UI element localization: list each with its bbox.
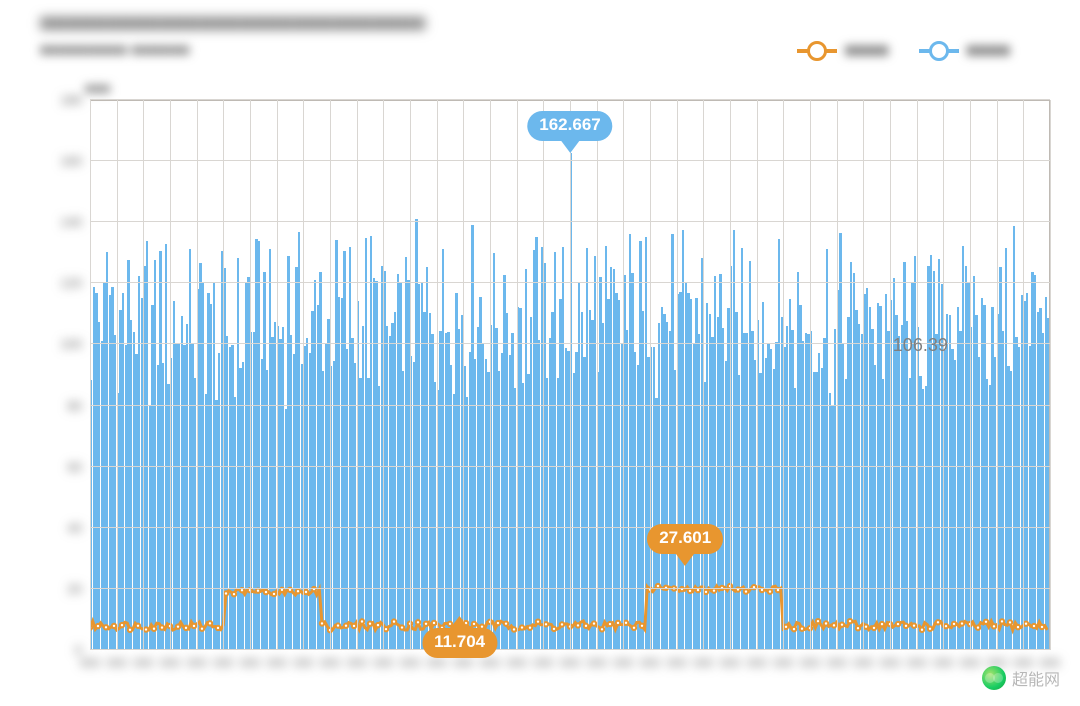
x-tick: 000 (267, 650, 287, 670)
gridline-v (170, 100, 171, 650)
legend-marker-bar (919, 49, 959, 53)
watermark-text: 超能网 (1012, 666, 1060, 690)
gridline-v (517, 100, 518, 650)
x-tick: 000 (800, 650, 820, 670)
gridline-v (970, 100, 971, 650)
chart-subtitle: ■■■■■■■■■ ■■■■■■ (40, 42, 740, 60)
gridline-v (677, 100, 678, 650)
gridline-v (917, 100, 918, 650)
callout: 162.667 (527, 111, 612, 141)
callout: 11.704 (422, 628, 497, 658)
gridline-v (303, 100, 304, 650)
x-tick: 000 (587, 650, 607, 670)
x-tick: 000 (400, 650, 420, 670)
x-tick: 000 (187, 650, 207, 670)
watermark: 超能网 (982, 666, 1060, 690)
gridline-v (703, 100, 704, 650)
gridline-v (757, 100, 758, 650)
x-tick: 000 (933, 650, 953, 670)
gridline-v (437, 100, 438, 650)
gridline-v (943, 100, 944, 650)
x-tick: 000 (667, 650, 687, 670)
x-tick: 000 (853, 650, 873, 670)
y-tick: 20 (68, 581, 90, 596)
gridline-v (143, 100, 144, 650)
x-tick: 000 (827, 650, 847, 670)
gridline-v (597, 100, 598, 650)
legend-item-line: ■■■■ (797, 40, 889, 61)
gridline-v (277, 100, 278, 650)
gridline-v (650, 100, 651, 650)
gridline-v (1023, 100, 1024, 650)
x-tick: 000 (613, 650, 633, 670)
x-tick: 000 (773, 650, 793, 670)
x-tick: 000 (293, 650, 313, 670)
x-tick: 000 (133, 650, 153, 670)
gridline-v (383, 100, 384, 650)
chart-container: ■■■■■■■■■■■■■■■■■■■■■■■■■■■■■ ■■■■■■■■■ … (30, 10, 1050, 690)
gridline-v (730, 100, 731, 650)
gridline-v (543, 100, 544, 650)
y-tick: 180 (60, 93, 90, 108)
chart-title: ■■■■■■■■■■■■■■■■■■■■■■■■■■■■■ (40, 10, 740, 36)
gridline-v (863, 100, 864, 650)
gridline-v (837, 100, 838, 650)
x-tick: 000 (960, 650, 980, 670)
x-tick: 000 (907, 650, 927, 670)
plot-area: 0204060801001201401601800000000000000000… (90, 100, 1050, 650)
y-tick: 160 (60, 154, 90, 169)
x-tick: 000 (693, 650, 713, 670)
x-tick: 000 (240, 650, 260, 670)
gridline-v (90, 100, 91, 650)
x-tick: 000 (80, 650, 100, 670)
gridline-v (570, 100, 571, 650)
gridline-v (117, 100, 118, 650)
gridline-v (330, 100, 331, 650)
x-tick: 000 (507, 650, 527, 670)
gridline-v (410, 100, 411, 650)
gridline-v (1050, 100, 1051, 650)
legend-label-line: ■■■■ (845, 40, 889, 61)
legend-marker-line (797, 49, 837, 53)
gridline-v (463, 100, 464, 650)
x-tick: 000 (747, 650, 767, 670)
x-tick: 000 (880, 650, 900, 670)
gridline-v (197, 100, 198, 650)
y-tick: 40 (68, 520, 90, 535)
x-tick: 000 (373, 650, 393, 670)
y-tick: 100 (60, 337, 90, 352)
x-tick: 000 (213, 650, 233, 670)
x-tick: 000 (347, 650, 367, 670)
legend: ■■■■ ■■■■ (797, 40, 1010, 61)
callout: 27.601 (647, 524, 723, 554)
y-tick: 80 (68, 398, 90, 413)
x-tick: 000 (320, 650, 340, 670)
y-tick: 120 (60, 276, 90, 291)
avg-label: 106.39 (887, 333, 954, 358)
x-tick: 000 (533, 650, 553, 670)
gridline-v (357, 100, 358, 650)
legend-label-bar: ■■■■ (967, 40, 1011, 61)
y-tick: 60 (68, 459, 90, 474)
gridline-v (890, 100, 891, 650)
x-tick: 000 (160, 650, 180, 670)
x-tick: 000 (640, 650, 660, 670)
x-tick: 000 (720, 650, 740, 670)
x-tick: 000 (107, 650, 127, 670)
gridline-v (810, 100, 811, 650)
gridline-v (623, 100, 624, 650)
chart-title-area: ■■■■■■■■■■■■■■■■■■■■■■■■■■■■■ ■■■■■■■■■ … (40, 10, 740, 60)
gridline-v (783, 100, 784, 650)
x-tick: 000 (560, 650, 580, 670)
gridline-v (490, 100, 491, 650)
gridline-v (997, 100, 998, 650)
wechat-icon (982, 666, 1006, 690)
y-tick: 140 (60, 215, 90, 230)
gridline-v (223, 100, 224, 650)
gridline-v (250, 100, 251, 650)
legend-item-bar: ■■■■ (919, 40, 1011, 61)
